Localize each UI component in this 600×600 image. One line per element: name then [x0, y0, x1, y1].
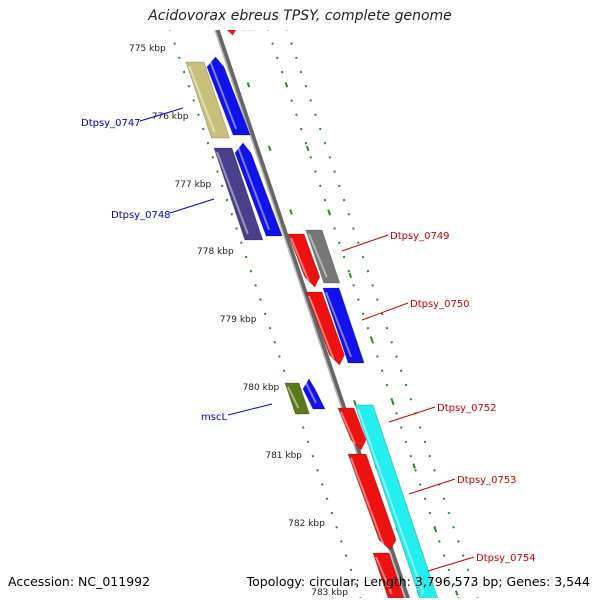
gene-label-right[interactable]: Dtpsy_0749	[390, 231, 450, 242]
gene-dtpsy-0754-sheen	[375, 556, 393, 595]
scale-tick-label: 777 kbp	[175, 180, 212, 190]
gene-label-right[interactable]: Dtpsy_0752	[437, 403, 497, 414]
gene-dtpsy-0747[interactable]	[185, 61, 231, 139]
gene-dtpsy-0752-shape[interactable]	[337, 407, 367, 451]
gene-dtpsy-0749-sheen	[290, 237, 310, 282]
gene-cyan-long-shape[interactable]	[354, 404, 439, 600]
gene-0749-grey[interactable]	[305, 229, 341, 284]
gene-0748-blue-shape[interactable]	[234, 142, 283, 237]
scale-tick-label: 782 kbp	[288, 519, 325, 529]
leader-line	[388, 406, 436, 423]
gene-mscl-blue-shape[interactable]	[302, 378, 326, 410]
gene-0750-blue-sheen	[325, 291, 353, 358]
gene-label-right[interactable]: Dtpsy_0750	[410, 299, 470, 310]
gene-mscl-blue-sheen	[305, 382, 317, 404]
gene-mscl[interactable]	[284, 382, 310, 415]
gene-label-right[interactable]: Dtpsy_0754	[476, 553, 536, 564]
gene-0747-blue[interactable]	[206, 56, 251, 136]
gene-labels[interactable]: Dtpsy_0747 Dtpsy_0748 mscL Dtpsy_0749 Dtpsy_…	[81, 107, 536, 572]
gene-0749-grey-shape[interactable]	[305, 229, 341, 284]
gene-mscl-blue[interactable]	[302, 378, 326, 410]
genome-summary-text: Topology: circular; Length: 3,796,573 bp…	[246, 574, 590, 589]
leader-line	[427, 556, 475, 572]
gene-features[interactable]	[185, 0, 439, 600]
gene-dtpsy-0749-shape[interactable]	[287, 233, 321, 288]
scale-tick-label: 780 kbp	[243, 383, 280, 393]
scale-tick-label: 779 kbp	[220, 315, 257, 325]
accession-text: Accession: NC_011992	[8, 574, 151, 589]
gene-top-green-shape[interactable]	[232, 0, 255, 31]
gene-dtpsy-0750[interactable]	[305, 291, 345, 366]
gene-top-red-sheen	[214, 4, 226, 29]
gene-dtpsy-0754-shape[interactable]	[372, 552, 405, 600]
map-title: Acidovorax ebreus TPSY, complete genome	[148, 8, 452, 24]
gene-top-green-sheen	[235, 4, 245, 24]
gene-0749-grey-sheen	[308, 233, 328, 278]
gene-label-left[interactable]: Dtpsy_0748	[111, 210, 171, 221]
gene-mscl-shape[interactable]	[284, 382, 310, 415]
gene-dtpsy-0748-sheen	[216, 151, 249, 235]
gene-dtpsy-0749[interactable]	[287, 233, 321, 288]
gene-0747-blue-shape[interactable]	[206, 56, 251, 136]
leader-line	[408, 478, 456, 495]
gene-label-left[interactable]: mscL	[201, 412, 227, 423]
gene-0750-blue-shape[interactable]	[322, 287, 365, 364]
gene-label-right[interactable]: Dtpsy_0753	[457, 475, 517, 486]
leader-line	[139, 107, 184, 122]
dotted-guide-line	[285, 30, 479, 598]
gene-dtpsy-0752-sheen	[340, 411, 356, 445]
leader-line	[169, 198, 215, 214]
gene-label-left[interactable]: Dtpsy_0747	[81, 118, 141, 129]
gene-0750-blue[interactable]	[322, 287, 365, 364]
gene-dtpsy-0747-sheen	[188, 65, 216, 133]
scale-tick-label: 776 kbp	[152, 112, 189, 122]
scale-tick-label: 778 kbp	[197, 247, 234, 257]
gene-dtpsy-0752[interactable]	[337, 407, 367, 451]
leader-line	[361, 302, 409, 321]
scale-tick-label: 781 kbp	[265, 451, 302, 461]
dotted-guides	[168, 30, 479, 598]
leader-line	[227, 403, 273, 416]
scale-tick-label: 783 kbp	[311, 588, 348, 598]
gene-cyan-long[interactable]	[354, 404, 439, 600]
gene-dtpsy-0750-shape[interactable]	[305, 291, 345, 366]
scale-tick-label: 775 kbp	[129, 44, 166, 54]
gene-top-red-shape[interactable]	[211, 0, 239, 36]
gene-dtpsy-0748[interactable]	[213, 147, 264, 241]
scale-ticks: 775 kbp 776 kbp 777 kbp 778 kbp 779 kbp 780 k…	[129, 44, 348, 598]
gene-0748-blue[interactable]	[234, 142, 283, 237]
gene-0748-blue-sheen	[237, 146, 271, 231]
gene-dtpsy-0754[interactable]	[372, 552, 405, 600]
gene-dtpsy-0753-shape[interactable]	[347, 453, 397, 551]
leader-line	[341, 234, 389, 252]
dotted-guide-line	[168, 30, 362, 598]
gene-cyan-long-sheen	[357, 408, 425, 595]
gene-dtpsy-0748-shape[interactable]	[213, 147, 264, 241]
gene-dtpsy-0747-shape[interactable]	[185, 61, 231, 139]
gene-dtpsy-0750-sheen	[308, 295, 335, 360]
gene-top-green[interactable]	[232, 0, 255, 31]
gene-mscl-sheen	[287, 386, 300, 409]
gene-dtpsy-0753[interactable]	[347, 453, 397, 551]
gene-dtpsy-0753-sheen	[350, 457, 385, 545]
gene-top-red[interactable]	[211, 0, 239, 36]
gene-0747-blue-sheen	[209, 60, 238, 130]
dotted-guide-line	[266, 30, 460, 598]
